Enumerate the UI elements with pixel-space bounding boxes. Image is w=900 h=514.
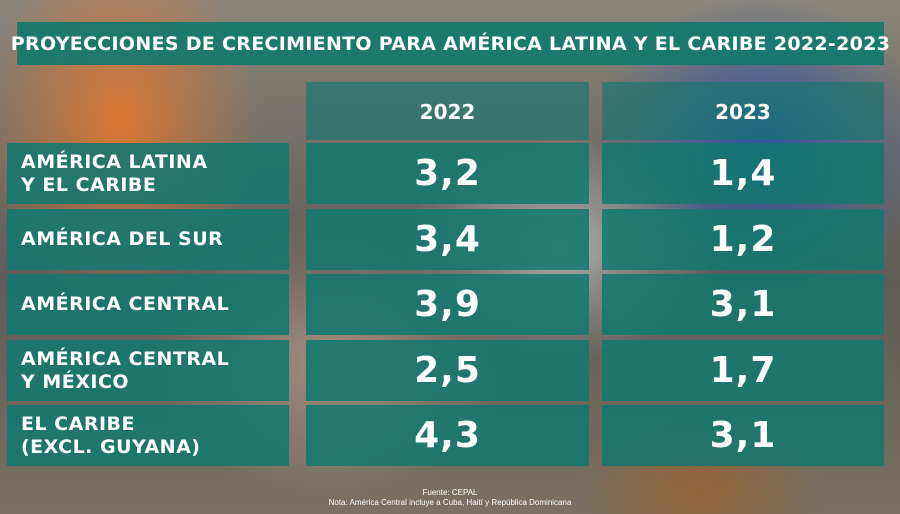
col-header-band-2023 [602, 82, 884, 140]
value-label: 3,4 [414, 219, 481, 260]
value-label: 3,1 [709, 415, 777, 456]
value-cell-2023: 1,4 [602, 143, 884, 204]
value-cell-2022: 3,9 [306, 274, 589, 335]
row-label: EL CARIBE (EXCL. GUYANA) [21, 412, 201, 458]
col-header-band-2022 [306, 82, 589, 140]
source-note: Fuente: CEPAL [422, 488, 478, 497]
value-label: 3,2 [414, 153, 481, 194]
row-label: AMÉRICA LATINA Y EL CARIBE [21, 150, 208, 196]
value-label: 1,2 [709, 219, 777, 260]
value-label: 3,9 [414, 284, 481, 325]
value-cell-2023: 3,1 [602, 405, 884, 466]
value-cell-2023: 1,2 [602, 209, 884, 270]
row-label: AMÉRICA CENTRAL [21, 293, 230, 315]
table-row-label-box: AMÉRICA DEL SUR [7, 209, 289, 270]
value-cell-2023: 3,1 [602, 274, 884, 335]
table-row-label-box: AMÉRICA LATINA Y EL CARIBE [7, 143, 289, 204]
row-label: AMÉRICA DEL SUR [21, 228, 224, 250]
table-row-label-box: AMÉRICA CENTRAL [7, 274, 289, 335]
value-label: 1,7 [709, 350, 777, 391]
value-label: 3,1 [709, 284, 777, 325]
value-label: 2,5 [414, 350, 481, 391]
column-header-2022: 2022 [419, 100, 476, 124]
value-label: 4,3 [414, 415, 481, 456]
row-label: AMÉRICA CENTRAL Y MÉXICO [21, 347, 230, 393]
table-row-label-box: AMÉRICA CENTRAL Y MÉXICO [7, 340, 289, 401]
table-row-label-box: EL CARIBE (EXCL. GUYANA) [7, 405, 289, 466]
value-cell-2022: 3,2 [306, 143, 589, 204]
value-label: 1,4 [709, 153, 777, 194]
column-header-2023: 2023 [715, 100, 771, 124]
chart-title: PROYECCIONES DE CRECIMIENTO PARA AMÉRICA… [10, 32, 891, 55]
value-cell-2023: 1,7 [602, 340, 884, 401]
title-bar: PROYECCIONES DE CRECIMIENTO PARA AMÉRICA… [11, 22, 890, 65]
value-cell-2022: 4,3 [306, 405, 589, 466]
value-cell-2022: 2,5 [306, 340, 589, 401]
footnote: Nota: América Central incluye a Cuba, Ha… [328, 498, 572, 507]
value-cell-2022: 3,4 [306, 209, 589, 270]
